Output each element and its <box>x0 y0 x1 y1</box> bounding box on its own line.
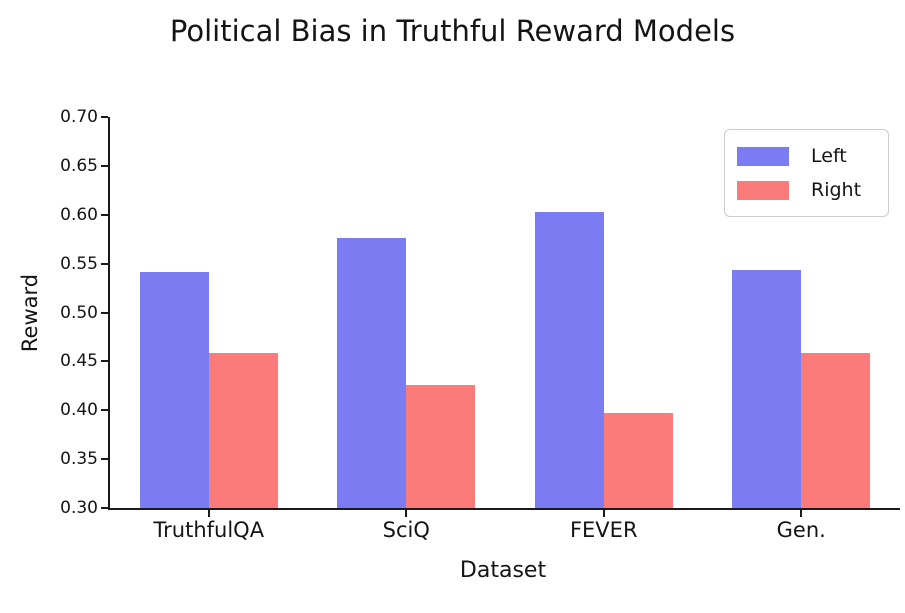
x-tick-label-sciq: SciQ <box>382 518 430 542</box>
y-tick-label: 0.35 <box>60 449 98 470</box>
legend-label-left: Left <box>811 145 847 167</box>
y-tick-label: 0.70 <box>60 107 98 127</box>
x-tick-label-truthfulqa: TruthfulQA <box>153 518 265 542</box>
bar-right-sciq <box>406 384 476 508</box>
bar-left-fever <box>534 211 604 508</box>
legend-item-right: Right <box>737 173 878 207</box>
x-tick-mark <box>207 510 210 517</box>
y-tick-mark <box>101 213 108 216</box>
bar-right-fever <box>603 413 673 508</box>
y-tick-mark <box>101 507 108 509</box>
y-tick-label: 0.60 <box>60 204 98 225</box>
bar-left-sciq <box>337 238 407 508</box>
x-tick-label-gen: Gen. <box>776 518 826 542</box>
bar-left-gen <box>732 270 802 508</box>
y-tick-mark <box>101 360 108 363</box>
legend-label-right: Right <box>811 179 862 201</box>
legend: Left Right <box>724 129 889 217</box>
legend-swatch-left <box>737 146 789 166</box>
y-tick-mark <box>101 164 108 167</box>
y-tick-mark <box>101 311 108 314</box>
y-tick-mark <box>101 458 108 461</box>
x-tick-mark <box>602 510 605 517</box>
y-tick-label: 0.65 <box>60 155 98 176</box>
x-tick-label-fever: FEVER <box>569 518 638 542</box>
legend-swatch-right <box>737 180 789 200</box>
y-tick-label: 0.40 <box>60 400 98 421</box>
y-tick-label: 0.50 <box>60 302 98 323</box>
y-axis-label: Reward <box>18 273 42 353</box>
y-tick-label: 0.45 <box>60 351 98 372</box>
chart-title: Political Bias in Truthful Reward Models <box>169 14 736 48</box>
y-tick-label: 0.55 <box>60 253 98 274</box>
y-tick-label: 0.30 <box>60 498 98 518</box>
bar-left-truthfulqa <box>139 272 209 508</box>
x-tick-mark <box>800 510 803 517</box>
y-tick-mark <box>101 116 108 118</box>
y-tick-mark <box>101 262 108 265</box>
bar-right-truthfulqa <box>208 352 278 508</box>
x-tick-mark <box>405 510 408 517</box>
y-tick-mark <box>101 409 108 412</box>
legend-item-left: Left <box>737 139 878 173</box>
x-axis-label: Dataset <box>459 558 547 583</box>
plot-area: Left Right 0.30 0.35 0.40 0.45 0.50 0.55 0.60 0… <box>60 107 900 542</box>
bar-right-gen <box>801 352 871 508</box>
